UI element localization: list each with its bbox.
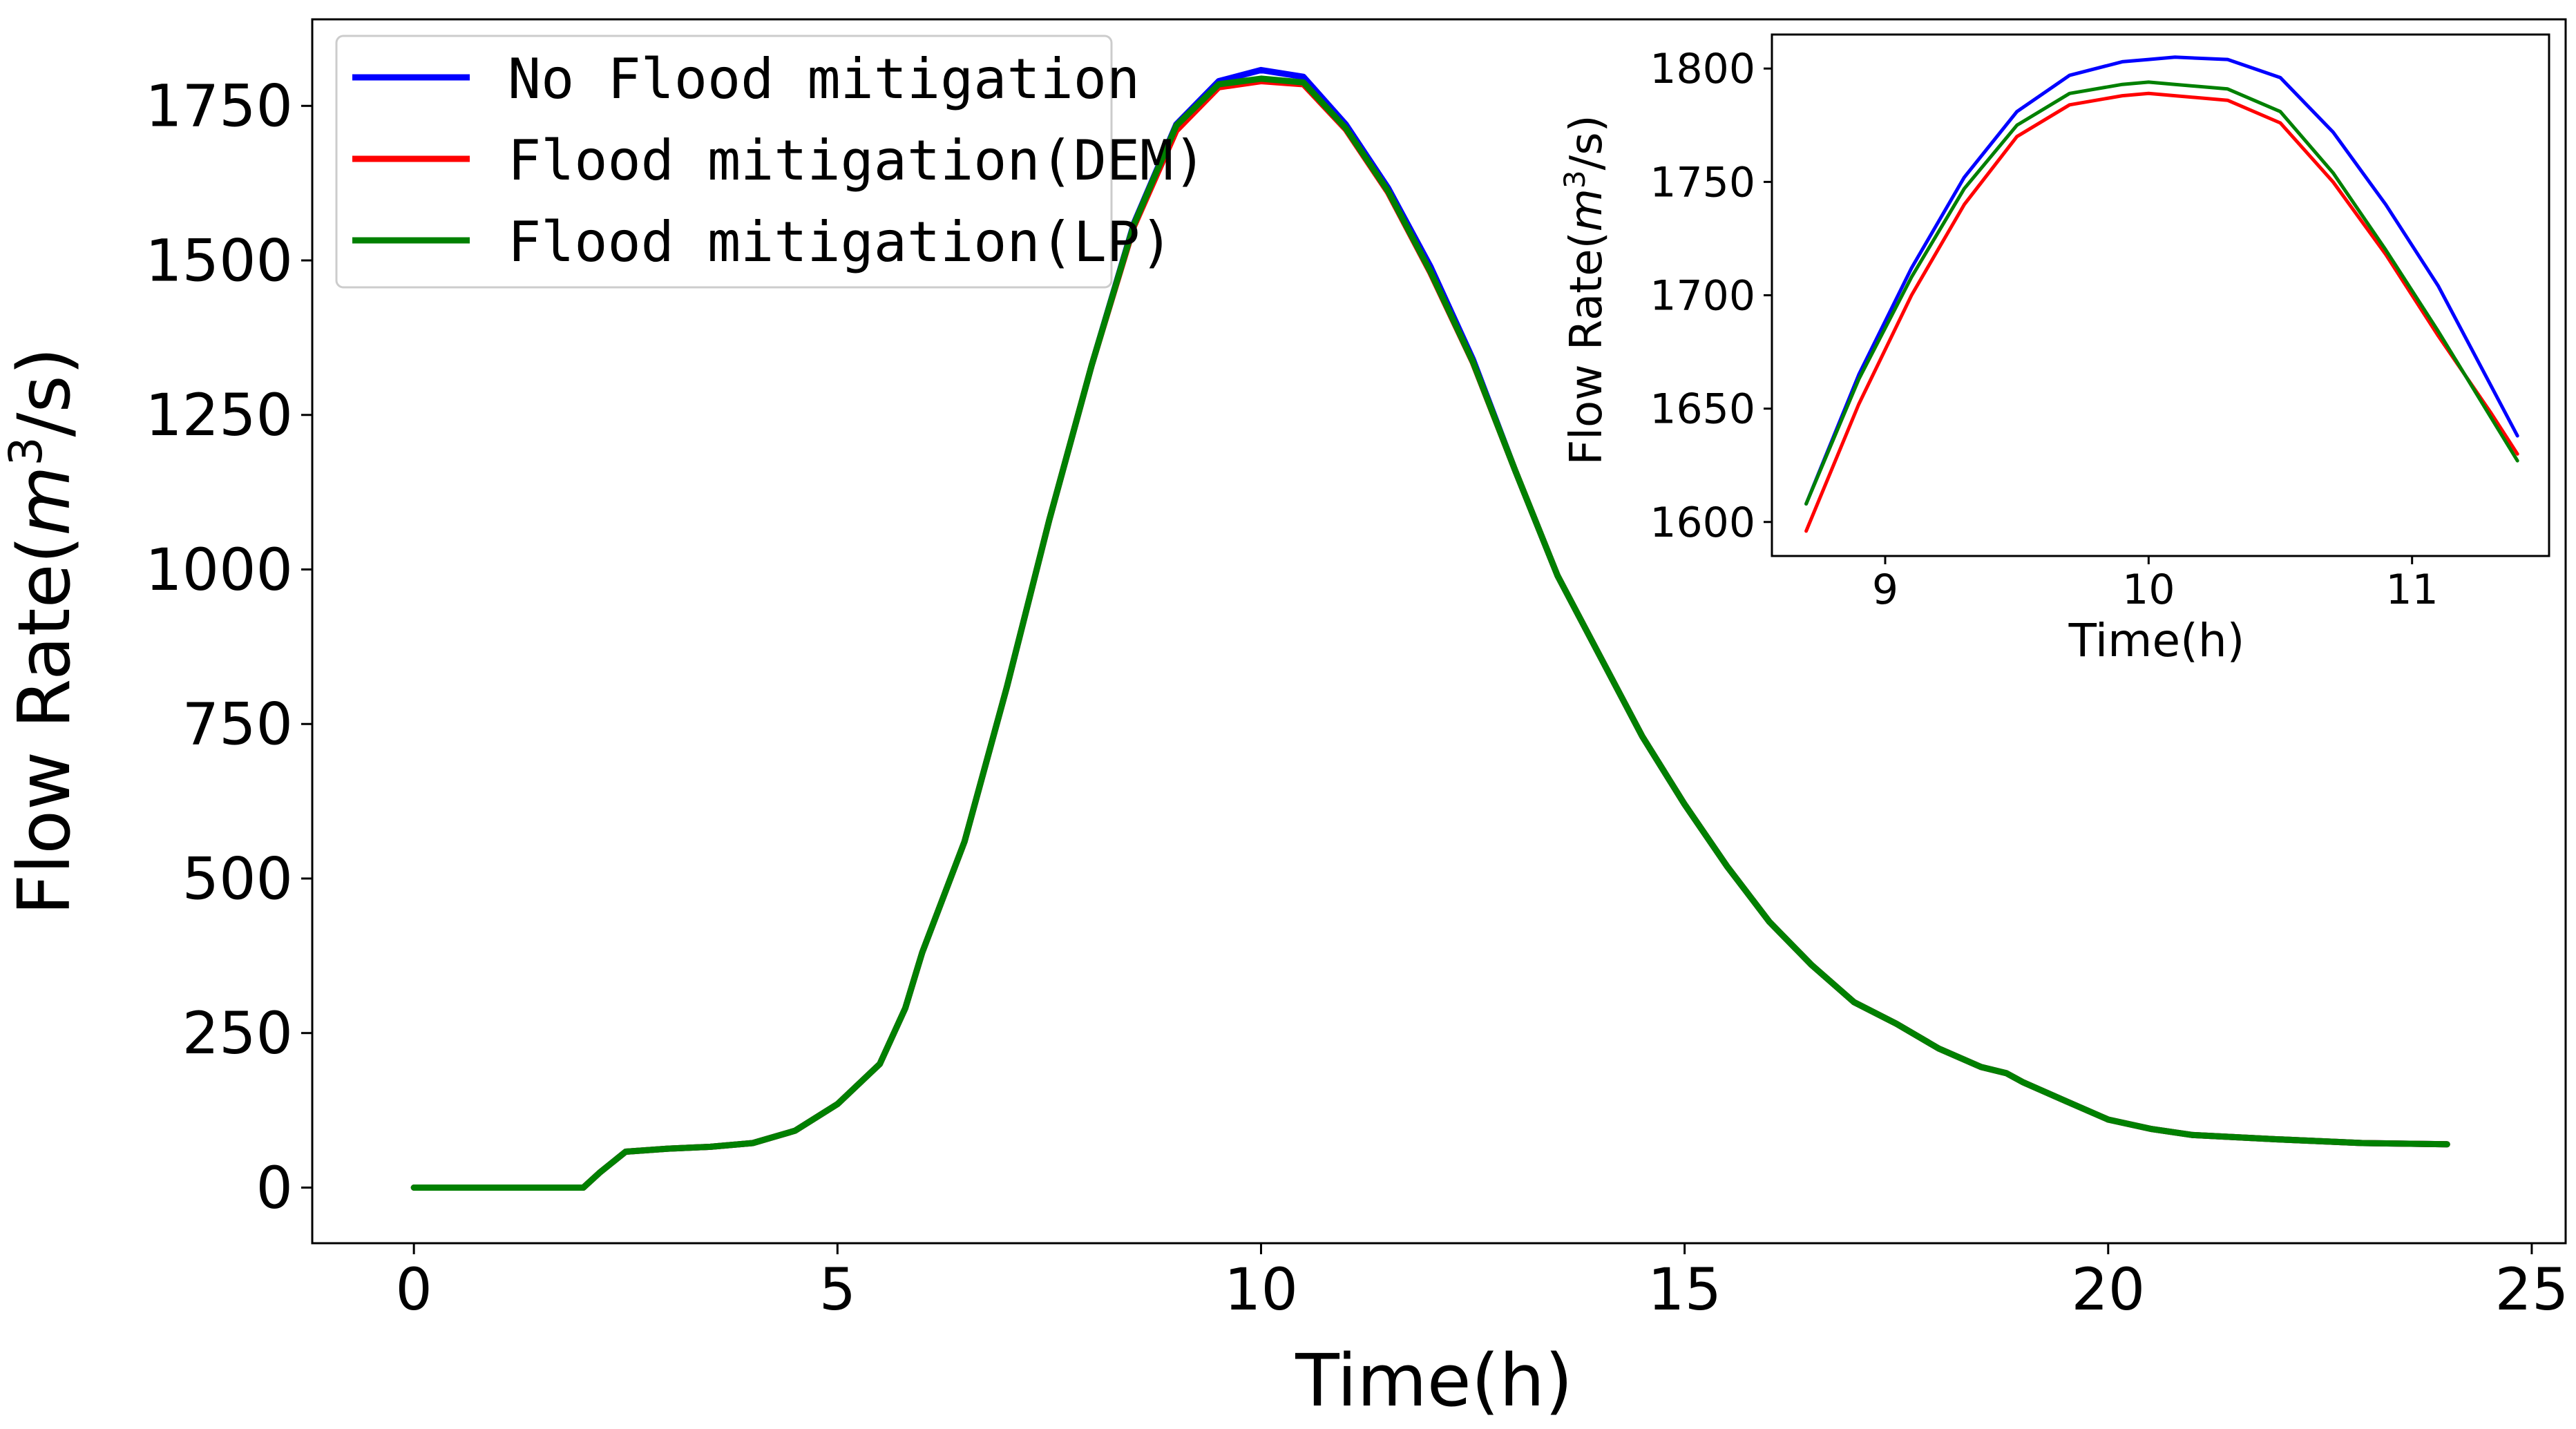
main-y-tick-label: 0 xyxy=(256,1154,293,1222)
inset-x-ticks: 9 10 11 xyxy=(1872,556,2439,614)
main-y-axis-label-tail: /s) xyxy=(2,347,86,437)
main-x-tick-label: 5 xyxy=(819,1256,856,1323)
inset-y-axis-label-unit: m xyxy=(1561,189,1612,231)
inset-series-flood-mitigation-lp xyxy=(1804,80,2519,506)
main-x-ticks: 0 5 10 15 20 25 xyxy=(395,1243,2568,1323)
main-y-tick-label: 750 xyxy=(182,691,293,758)
legend-label-lp: Flood mitigation(LP) xyxy=(508,210,1173,274)
inset-y-axis-label-sup: 3 xyxy=(1558,170,1592,189)
main-y-axis-label: Flow Rate(m3/s) xyxy=(0,347,86,916)
main-y-tick-label: 1750 xyxy=(145,73,293,140)
legend-entry-no-mitigation: No Flood mitigation xyxy=(352,47,1140,111)
inset-x-tick-label: 9 xyxy=(1872,566,1898,614)
inset-y-tick-label: 1750 xyxy=(1650,158,1755,207)
inset-series-flood-mitigation-dem xyxy=(1804,91,2519,533)
inset-series-no-flood-mitigation xyxy=(1804,55,2519,506)
main-x-axis-label: Time(h) xyxy=(1295,1339,1573,1423)
main-x-tick-label: 0 xyxy=(395,1256,432,1323)
inset-x-axis-label: Time(h) xyxy=(2068,614,2245,667)
main-y-axis-label-sup: 3 xyxy=(0,437,53,466)
main-y-tick-label: 500 xyxy=(182,845,293,912)
inset-chart: 9 10 11 1600 1650 1700 1750 1800 Time(h) Flow … xyxy=(1558,23,2559,714)
inset-y-tick-label: 1650 xyxy=(1650,385,1755,434)
inset-y-axis-label: Flow Rate(m3/s) xyxy=(1558,115,1612,465)
main-series-flood-mitigation-lp xyxy=(410,75,2450,1191)
main-y-tick-label: 250 xyxy=(182,999,293,1067)
main-legend: No Flood mitigation Flood mitigation(DEM… xyxy=(335,35,1206,289)
inset-y-axis-label-text: Flow Rate( xyxy=(1561,231,1612,465)
main-x-tick-label: 25 xyxy=(2495,1256,2569,1323)
main-x-tick-label: 10 xyxy=(1224,1256,1298,1323)
inset-y-tick-label: 1600 xyxy=(1650,499,1755,547)
inset-x-tick-label: 10 xyxy=(2122,566,2175,614)
main-series-group xyxy=(410,66,2450,1191)
inset-y-tick-label: 1700 xyxy=(1650,272,1755,320)
legend-entry-lp: Flood mitigation(LP) xyxy=(352,210,1173,274)
main-y-ticks: 0 250 500 750 1000 1250 1500 1750 xyxy=(145,73,312,1222)
inset-y-tick-label: 1800 xyxy=(1650,45,1755,93)
inset-y-axis-label-tail: /s) xyxy=(1561,115,1612,170)
inset-series-group xyxy=(1804,55,2519,533)
inset-y-ticks: 1600 1650 1700 1750 1800 xyxy=(1650,45,1772,547)
main-y-axis-label-unit: m xyxy=(2,466,86,535)
main-y-tick-label: 1000 xyxy=(145,536,293,604)
main-y-tick-label: 1500 xyxy=(145,227,293,294)
legend-label-no-mitigation: No Flood mitigation xyxy=(508,47,1140,111)
inset-plot-frame xyxy=(1771,33,2550,557)
main-x-tick-label: 20 xyxy=(2071,1256,2145,1323)
legend-box xyxy=(335,35,1113,289)
inset-x-tick-label: 11 xyxy=(2386,566,2439,614)
main-x-tick-label: 15 xyxy=(1648,1256,1721,1323)
legend-label-dem: Flood mitigation(DEM) xyxy=(508,128,1206,193)
main-y-tick-label: 1250 xyxy=(145,381,293,449)
legend-entry-dem: Flood mitigation(DEM) xyxy=(352,128,1206,193)
main-y-axis-label-text: Flow Rate( xyxy=(2,536,86,916)
